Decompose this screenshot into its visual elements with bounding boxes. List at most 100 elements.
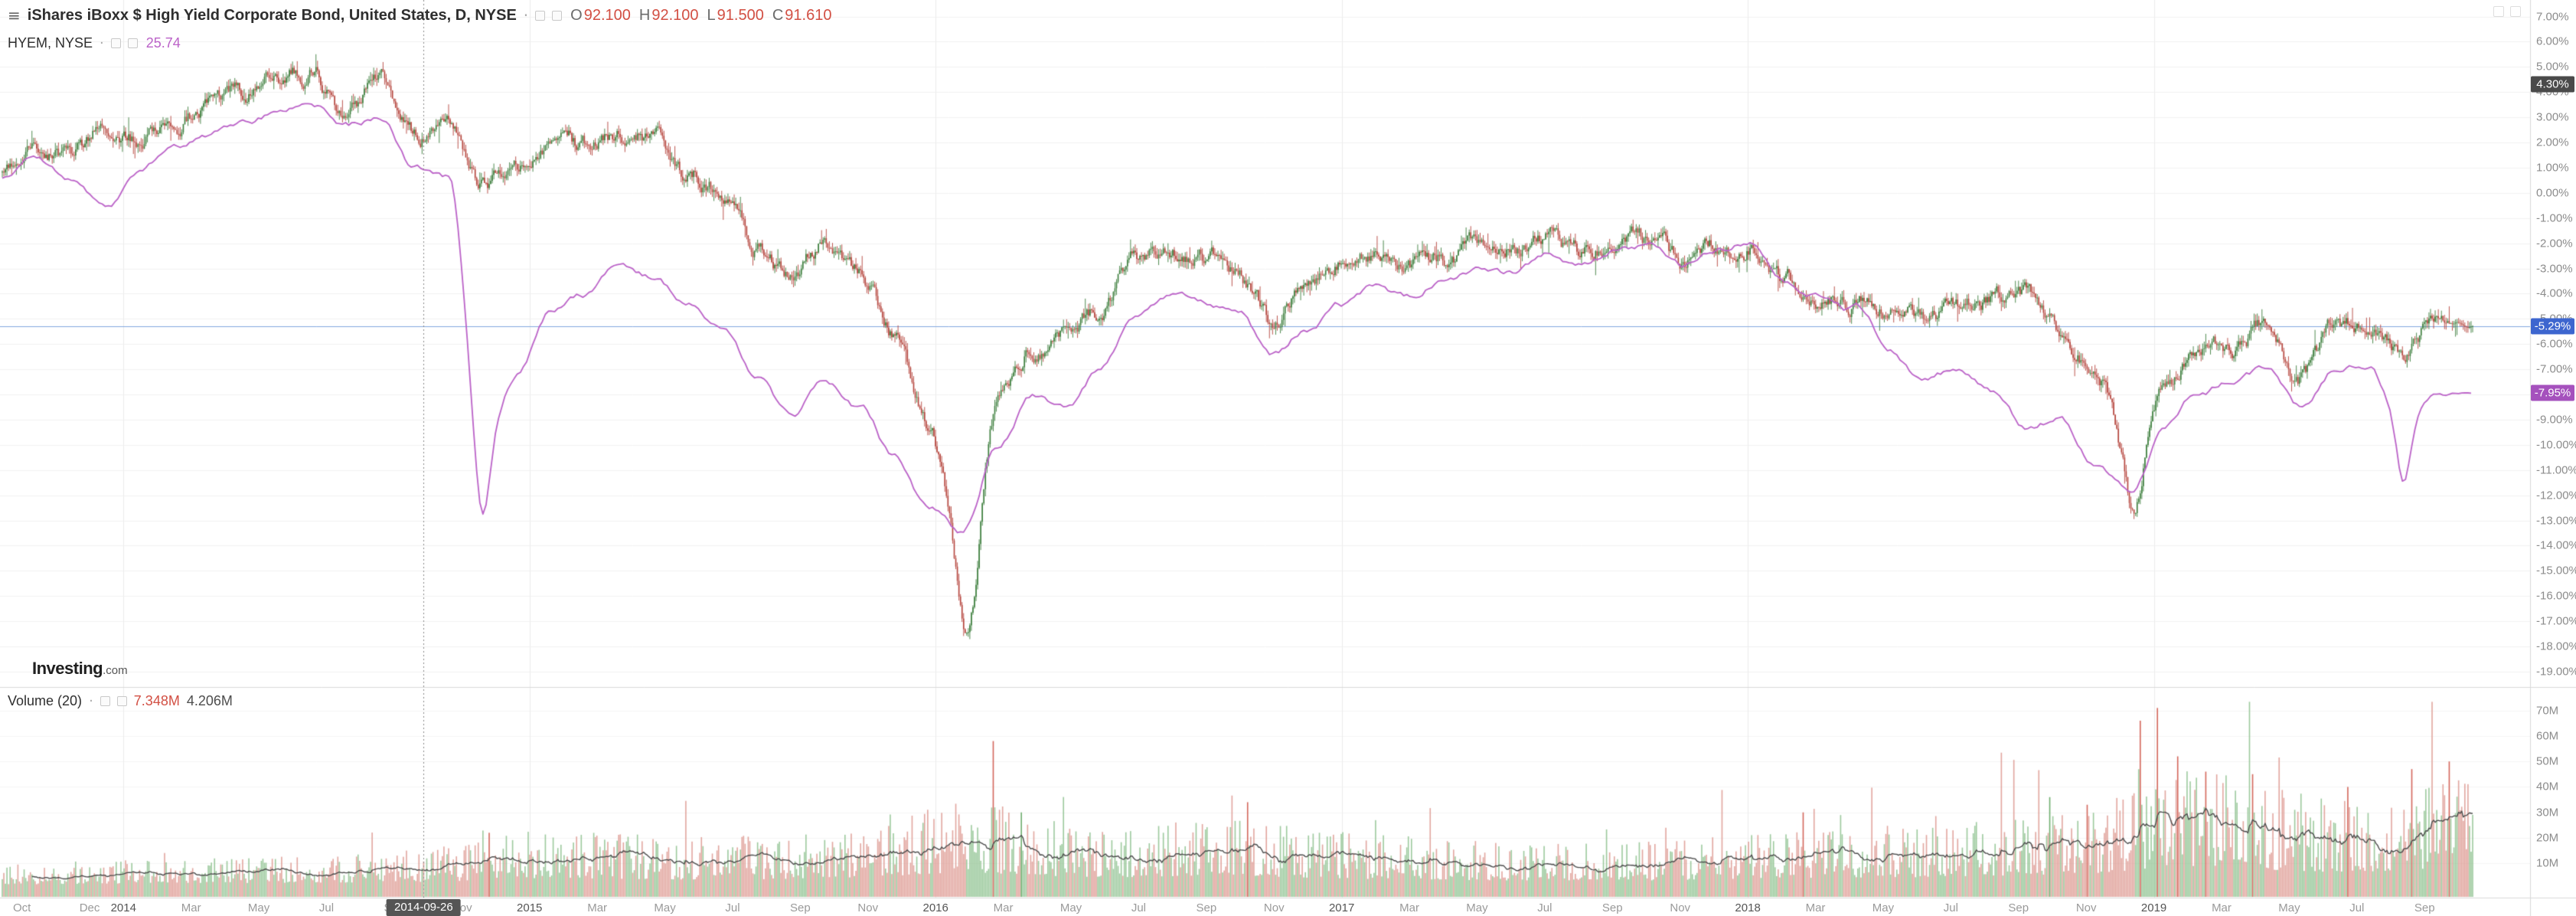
time-tick-label: Mar bbox=[181, 901, 201, 914]
price-tick-label: -4.00% bbox=[2536, 286, 2573, 300]
time-tick-label: May bbox=[1059, 901, 1082, 914]
separator-dot: · bbox=[89, 693, 93, 709]
time-tick-label: Nov bbox=[2075, 901, 2097, 914]
time-tick-label: Nov bbox=[1263, 901, 1285, 914]
price-tick-label: 3.00% bbox=[2536, 110, 2569, 124]
low-label: L bbox=[707, 6, 716, 24]
time-tick-label: Dec bbox=[79, 901, 100, 914]
menu-icon[interactable]: ≡ bbox=[8, 6, 21, 25]
volume-tick-label: 20M bbox=[2536, 831, 2559, 845]
compare-price-badge: -7.95% bbox=[2531, 384, 2574, 401]
compare-value: 25.74 bbox=[145, 35, 181, 51]
time-tick-label: Sep bbox=[1196, 901, 1217, 914]
volume-tick-label: 60M bbox=[2536, 729, 2559, 743]
compare-series-title: HYEM, NYSE bbox=[8, 35, 93, 51]
volume-tick-label: 70M bbox=[2536, 704, 2559, 718]
time-tick-label: 2014 bbox=[110, 901, 136, 914]
price-tick-label: -10.00% bbox=[2536, 438, 2576, 452]
volume-settings-icon[interactable] bbox=[100, 696, 110, 706]
time-tick-label: Nov bbox=[1670, 901, 1691, 914]
compare-series-legend: HYEM, NYSE · 25.74 bbox=[8, 35, 181, 51]
time-tick-label: Sep bbox=[1601, 901, 1623, 914]
close-value: 91.610 bbox=[785, 6, 832, 24]
ohlc-close: C 91.610 bbox=[772, 7, 832, 25]
volume-value: 7.348M bbox=[133, 693, 180, 708]
time-tick-label: Sep bbox=[790, 901, 811, 914]
price-tick-label: -18.00% bbox=[2536, 640, 2576, 653]
price-tick-label: -11.00% bbox=[2536, 463, 2576, 477]
watermark-brand: Investing bbox=[32, 659, 103, 678]
price-tick-label: -1.00% bbox=[2536, 211, 2573, 225]
time-tick-label: Jul bbox=[1131, 901, 1146, 914]
ohlc-low: L 91.500 bbox=[707, 7, 764, 25]
time-tick-label: Jul bbox=[2349, 901, 2365, 914]
time-tick-label: Sep bbox=[2008, 901, 2029, 914]
open-label: O bbox=[570, 6, 583, 24]
price-tick-label: -16.00% bbox=[2536, 589, 2576, 603]
main-series-legend: ≡ iShares iBoxx $ High Yield Corporate B… bbox=[8, 6, 831, 25]
time-axis[interactable]: Oct Dec 2014 Mar May Jul Sep Nov 2015 Mar May Jul Se… bbox=[0, 898, 2530, 916]
watermark-tld: .com bbox=[103, 664, 128, 677]
compare-settings-icon[interactable] bbox=[110, 38, 121, 48]
fullscreen-icon[interactable] bbox=[2510, 6, 2521, 17]
volume-tick-label: 30M bbox=[2536, 806, 2559, 819]
price-tick-label: -6.00% bbox=[2536, 337, 2573, 351]
price-tick-label: 5.00% bbox=[2536, 60, 2569, 74]
crosshair-price-badge: 4.30% bbox=[2531, 76, 2574, 93]
time-tick-label: May bbox=[1872, 901, 1895, 914]
price-tick-label: -19.00% bbox=[2536, 665, 2576, 679]
chart-toolbar bbox=[2493, 6, 2521, 17]
time-tick-label: Mar bbox=[1399, 901, 1419, 914]
time-tick-label: May bbox=[247, 901, 270, 914]
high-label: H bbox=[638, 6, 651, 24]
crosshair-date-badge: 2014-09-26 bbox=[386, 899, 461, 916]
time-tick-label: May bbox=[654, 901, 676, 914]
price-tick-label: -2.00% bbox=[2536, 237, 2573, 250]
volume-title: Volume (20) bbox=[8, 693, 83, 708]
price-tick-label: -17.00% bbox=[2536, 614, 2576, 628]
price-tick-label: -9.00% bbox=[2536, 413, 2573, 427]
time-tick-label: Jul bbox=[1943, 901, 1958, 914]
separator-dot: · bbox=[523, 6, 529, 25]
snapshot-icon[interactable] bbox=[2493, 6, 2504, 17]
time-tick-label: Mar bbox=[1805, 901, 1826, 914]
volume-tick-label: 10M bbox=[2536, 856, 2559, 870]
low-value: 91.500 bbox=[717, 6, 764, 24]
volume-ma-value: 4.206M bbox=[186, 693, 233, 708]
time-tick-label: Oct bbox=[12, 901, 31, 914]
time-tick-label: 2016 bbox=[922, 901, 948, 914]
price-tick-label: 2.00% bbox=[2536, 136, 2569, 149]
price-tick-label: -3.00% bbox=[2536, 262, 2573, 276]
high-value: 92.100 bbox=[651, 6, 699, 24]
price-tick-label: 6.00% bbox=[2536, 34, 2569, 48]
separator-dot: · bbox=[100, 35, 104, 51]
close-label: C bbox=[772, 6, 784, 24]
price-tick-label: -12.00% bbox=[2536, 489, 2576, 502]
time-tick-label: Sep bbox=[2414, 901, 2435, 914]
time-tick-label: Jul bbox=[1537, 901, 1552, 914]
volume-legend: Volume (20) · 7.348M 4.206M bbox=[8, 693, 233, 709]
time-tick-label: Jul bbox=[725, 901, 740, 914]
series-settings-icon[interactable] bbox=[535, 10, 546, 21]
time-tick-label: 2015 bbox=[517, 901, 543, 914]
price-tick-label: 0.00% bbox=[2536, 186, 2569, 200]
time-tick-label: 2018 bbox=[1735, 901, 1761, 914]
main-series-title: iShares iBoxx $ High Yield Corporate Bon… bbox=[27, 6, 517, 24]
last-price-badge: -5.29% bbox=[2531, 318, 2574, 335]
investing-watermark: Investing.com bbox=[32, 659, 128, 679]
price-tick-label: 1.00% bbox=[2536, 161, 2569, 175]
price-axis[interactable]: 7.00%6.00%5.00%4.00%3.00%2.00%1.00%0.00%… bbox=[2530, 0, 2576, 898]
time-tick-label: Jul bbox=[318, 901, 335, 914]
ohlc-high: H 92.100 bbox=[639, 7, 699, 25]
price-tick-label: -13.00% bbox=[2536, 514, 2576, 528]
time-tick-label: 2017 bbox=[1328, 901, 1355, 914]
price-tick-label: 7.00% bbox=[2536, 10, 2569, 23]
series-visibility-icon[interactable] bbox=[552, 10, 563, 21]
volume-tick-label: 50M bbox=[2536, 754, 2559, 768]
compare-visibility-icon[interactable] bbox=[127, 38, 138, 48]
volume-visibility-icon[interactable] bbox=[116, 696, 127, 706]
time-tick-label: Nov bbox=[857, 901, 879, 914]
time-tick-label: May bbox=[1466, 901, 1488, 914]
